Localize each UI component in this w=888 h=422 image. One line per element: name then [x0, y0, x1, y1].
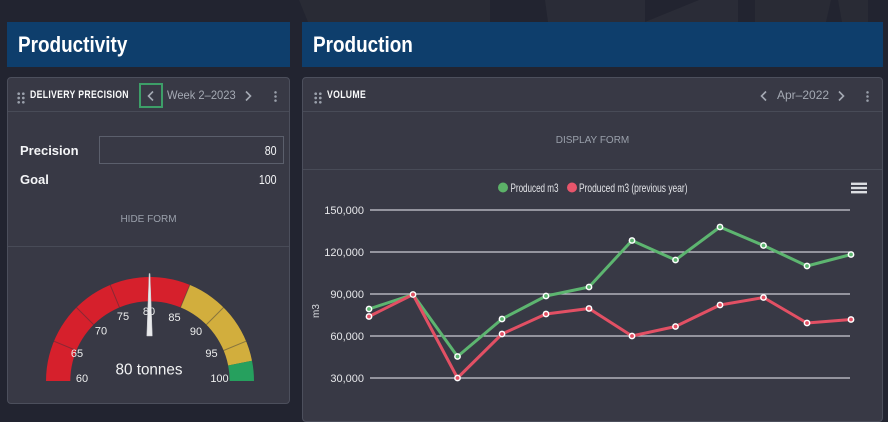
svg-text:60: 60 [76, 373, 88, 385]
svg-text:60,000: 60,000 [330, 331, 364, 343]
svg-text:30,000: 30,000 [330, 373, 364, 385]
svg-text:150,000: 150,000 [324, 205, 364, 217]
svg-text:120,000: 120,000 [324, 247, 364, 259]
svg-text:85: 85 [168, 312, 180, 324]
svg-text:90,000: 90,000 [330, 289, 364, 301]
svg-text:70: 70 [95, 326, 107, 338]
svg-text:90: 90 [190, 326, 202, 338]
svg-text:Produced m3 (previous year): Produced m3 (previous year) [579, 181, 688, 195]
svg-text:m3: m3 [311, 304, 322, 318]
svg-text:80 tonnes: 80 tonnes [116, 362, 183, 379]
svg-text:65: 65 [71, 348, 83, 360]
svg-text:75: 75 [117, 311, 129, 323]
svg-text:Produced m3: Produced m3 [511, 181, 559, 195]
svg-text:95: 95 [205, 348, 217, 360]
svg-text:100: 100 [210, 373, 228, 385]
